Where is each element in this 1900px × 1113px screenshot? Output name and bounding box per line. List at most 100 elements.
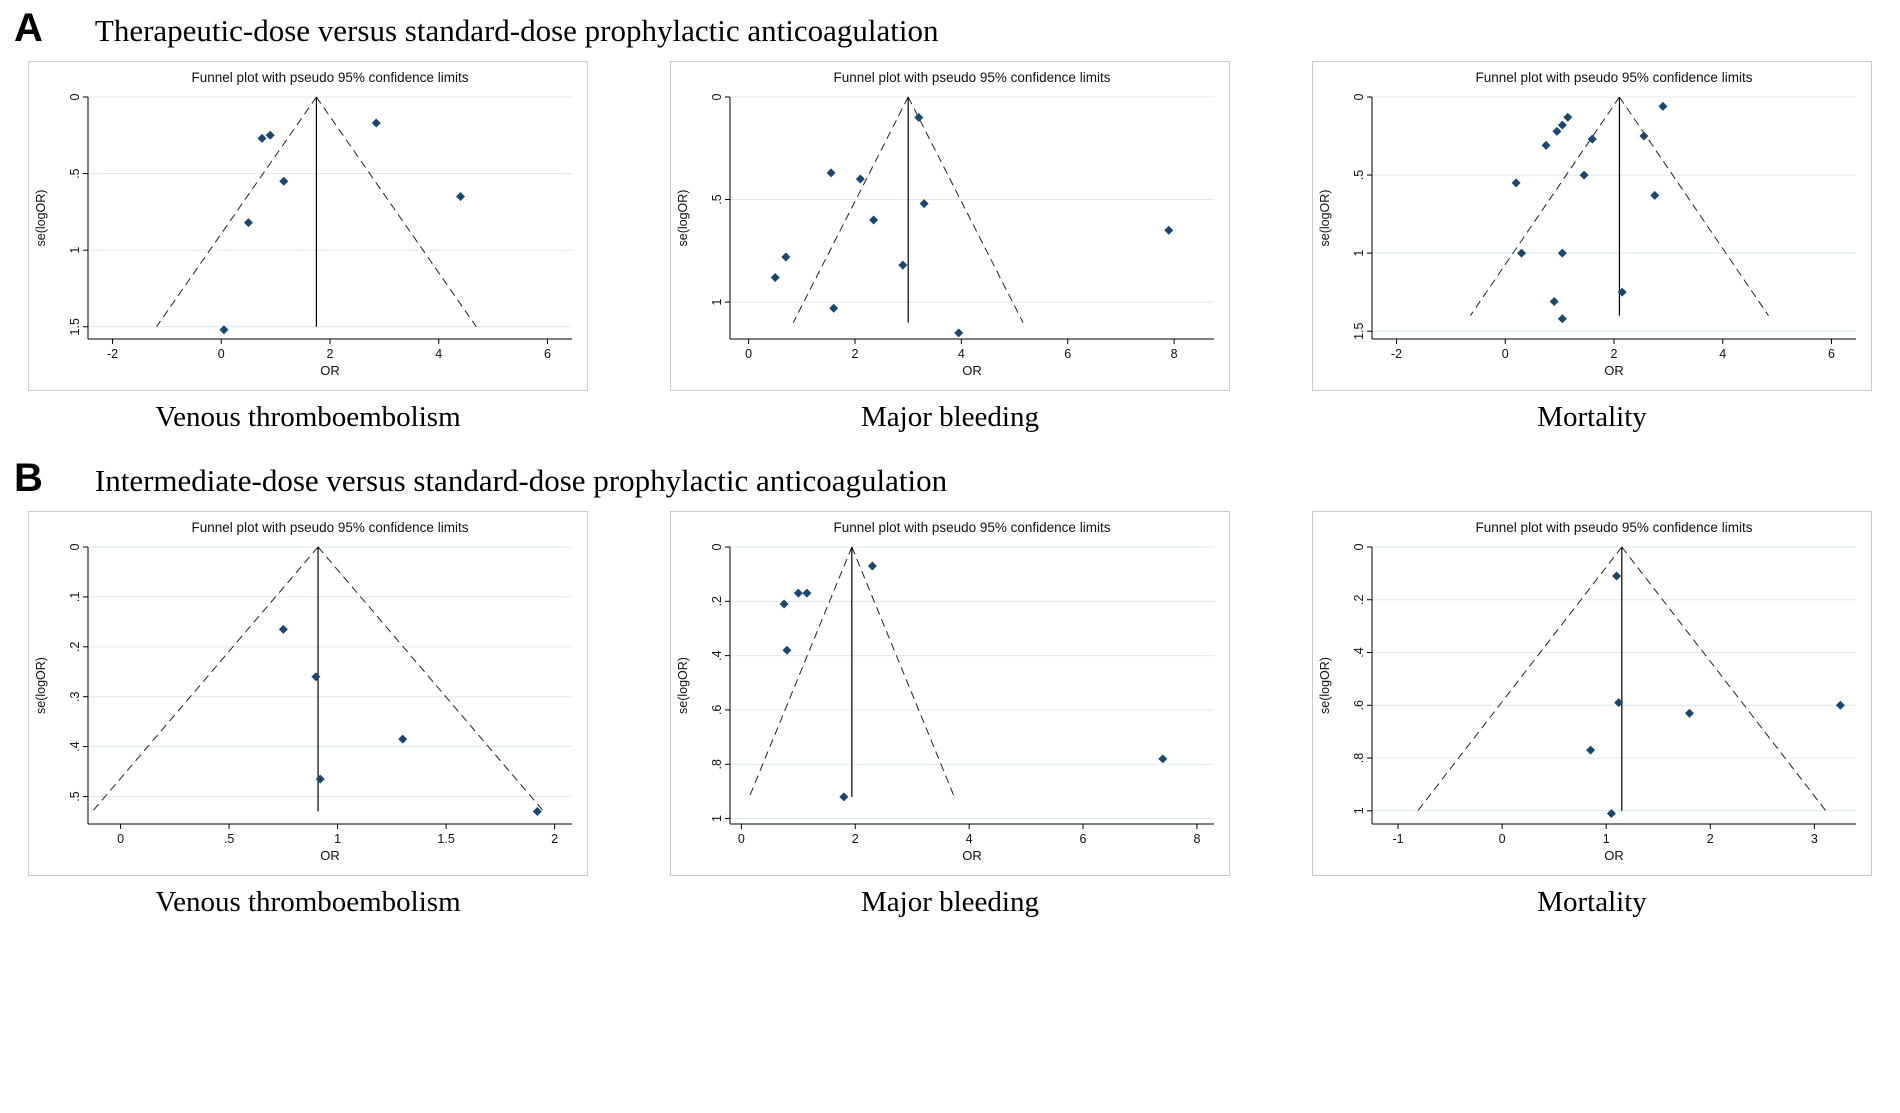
svg-text:2: 2 [1707,832,1714,846]
funnel-chart-a-major-bleeding: Funnel plot with pseudo 95% confidence l… [670,61,1230,434]
svg-text:1.5: 1.5 [1352,322,1366,339]
panel-a-label: A [14,6,43,50]
funnel-plot-svg: Funnel plot with pseudo 95% confidence l… [28,511,588,876]
funnel-chart-b-venous-thromboembolism: Funnel plot with pseudo 95% confidence l… [28,511,588,919]
svg-text:6: 6 [1080,832,1087,846]
chart-caption-b-venous-thromboembolism: Venous thromboembolism [155,886,461,918]
svg-text:0: 0 [117,832,124,846]
svg-text:.6: .6 [710,705,724,715]
funnel-plot-svg: Funnel plot with pseudo 95% confidence l… [670,511,1230,876]
panel-a-charts-row: Funnel plot with pseudo 95% confidence l… [0,61,1900,434]
svg-text:OR: OR [1604,363,1624,378]
svg-text:.2: .2 [710,596,724,606]
svg-text:3: 3 [1811,832,1818,846]
svg-text:0: 0 [710,543,724,550]
svg-text:1: 1 [710,299,724,306]
svg-text:8: 8 [1171,347,1178,361]
svg-text:.4: .4 [1352,647,1366,657]
funnel-plot-svg: Funnel plot with pseudo 95% confidence l… [1312,61,1872,391]
panel-b-title: Intermediate-dose versus standard-dose p… [94,463,948,498]
chart-caption-a-major-bleeding: Major bleeding [861,401,1039,433]
svg-text:1: 1 [710,815,724,822]
svg-text:6: 6 [1828,347,1835,361]
svg-text:se(logOR): se(logOR) [34,657,48,714]
svg-text:.5: .5 [68,791,82,801]
svg-text:0: 0 [1352,93,1366,100]
svg-text:Funnel plot with pseudo 95% co: Funnel plot with pseudo 95% confidence l… [192,520,469,535]
svg-text:se(logOR): se(logOR) [676,190,690,247]
svg-text:0: 0 [1502,347,1509,361]
panel-a: A Therapeutic-dose versus standard-dose … [0,0,1900,434]
svg-text:.5: .5 [1352,170,1366,180]
svg-text:.5: .5 [710,194,724,204]
svg-text:0: 0 [218,347,225,361]
svg-text:0: 0 [68,543,82,550]
chart-caption-a-mortality: Mortality [1537,401,1647,433]
svg-text:2: 2 [551,832,558,846]
svg-text:se(logOR): se(logOR) [676,657,690,714]
svg-text:2: 2 [852,832,859,846]
svg-text:Funnel plot with pseudo 95% co: Funnel plot with pseudo 95% confidence l… [834,70,1111,85]
svg-text:-2: -2 [107,347,118,361]
svg-text:4: 4 [1719,347,1726,361]
svg-text:0: 0 [1352,543,1366,550]
svg-text:.2: .2 [68,642,82,652]
svg-text:4: 4 [958,347,965,361]
panel-b: B Intermediate-dose versus standard-dose… [0,450,1900,919]
svg-text:-2: -2 [1391,347,1402,361]
funnel-plot-b-mortality: Funnel plot with pseudo 95% confidence l… [1312,511,1872,876]
svg-text:2: 2 [327,347,334,361]
funnel-plot-svg: Funnel plot with pseudo 95% confidence l… [670,61,1230,391]
panel-b-header: B Intermediate-dose versus standard-dose… [0,450,1900,505]
chart-caption-b-major-bleeding: Major bleeding [861,886,1039,918]
svg-text:.4: .4 [68,741,82,751]
svg-text:se(logOR): se(logOR) [1318,657,1332,714]
svg-text:.1: .1 [68,592,82,602]
svg-text:1: 1 [68,247,82,254]
funnel-plot-a-venous-thromboembolism: Funnel plot with pseudo 95% confidence l… [28,61,588,391]
funnel-plot-svg: Funnel plot with pseudo 95% confidence l… [28,61,588,391]
svg-text:1: 1 [1352,250,1366,257]
svg-text:1: 1 [1603,832,1610,846]
svg-text:OR: OR [320,848,340,863]
svg-text:OR: OR [962,363,982,378]
panel-b-charts-row: Funnel plot with pseudo 95% confidence l… [0,511,1900,919]
funnel-plot-a-major-bleeding: Funnel plot with pseudo 95% confidence l… [670,61,1230,391]
svg-text:.8: .8 [1352,753,1366,763]
svg-text:OR: OR [962,848,982,863]
funnel-plot-b-major-bleeding: Funnel plot with pseudo 95% confidence l… [670,511,1230,876]
svg-text:6: 6 [1064,347,1071,361]
svg-text:2: 2 [1611,347,1618,361]
svg-text:1.5: 1.5 [437,832,454,846]
panel-b-label: B [14,456,43,500]
svg-text:OR: OR [1604,848,1624,863]
svg-text:1: 1 [334,832,341,846]
svg-text:.3: .3 [68,691,82,701]
chart-caption-a-venous-thromboembolism: Venous thromboembolism [155,401,461,433]
svg-text:0: 0 [745,347,752,361]
svg-text:1: 1 [1352,807,1366,814]
svg-text:4: 4 [966,832,973,846]
svg-text:Funnel plot with pseudo 95% co: Funnel plot with pseudo 95% confidence l… [1476,520,1753,535]
svg-text:.5: .5 [68,168,82,178]
funnel-chart-b-mortality: Funnel plot with pseudo 95% confidence l… [1312,511,1872,919]
panel-a-header: A Therapeutic-dose versus standard-dose … [0,0,1900,55]
funnel-chart-a-mortality: Funnel plot with pseudo 95% confidence l… [1312,61,1872,434]
funnel-plot-b-venous-thromboembolism: Funnel plot with pseudo 95% confidence l… [28,511,588,876]
svg-text:Funnel plot with pseudo 95% co: Funnel plot with pseudo 95% confidence l… [192,70,469,85]
svg-text:se(logOR): se(logOR) [34,190,48,247]
panel-a-title: Therapeutic-dose versus standard-dose pr… [94,13,939,48]
svg-text:Funnel plot with pseudo 95% co: Funnel plot with pseudo 95% confidence l… [1476,70,1753,85]
svg-text:0: 0 [710,93,724,100]
svg-text:.4: .4 [710,650,724,660]
svg-text:OR: OR [320,363,340,378]
chart-caption-b-mortality: Mortality [1537,886,1647,918]
svg-text:0: 0 [1499,832,1506,846]
funnel-chart-a-venous-thromboembolism: Funnel plot with pseudo 95% confidence l… [28,61,588,434]
funnel-chart-b-major-bleeding: Funnel plot with pseudo 95% confidence l… [670,511,1230,919]
svg-text:se(logOR): se(logOR) [1318,190,1332,247]
svg-text:4: 4 [435,347,442,361]
svg-text:0: 0 [738,832,745,846]
svg-text:.6: .6 [1352,700,1366,710]
